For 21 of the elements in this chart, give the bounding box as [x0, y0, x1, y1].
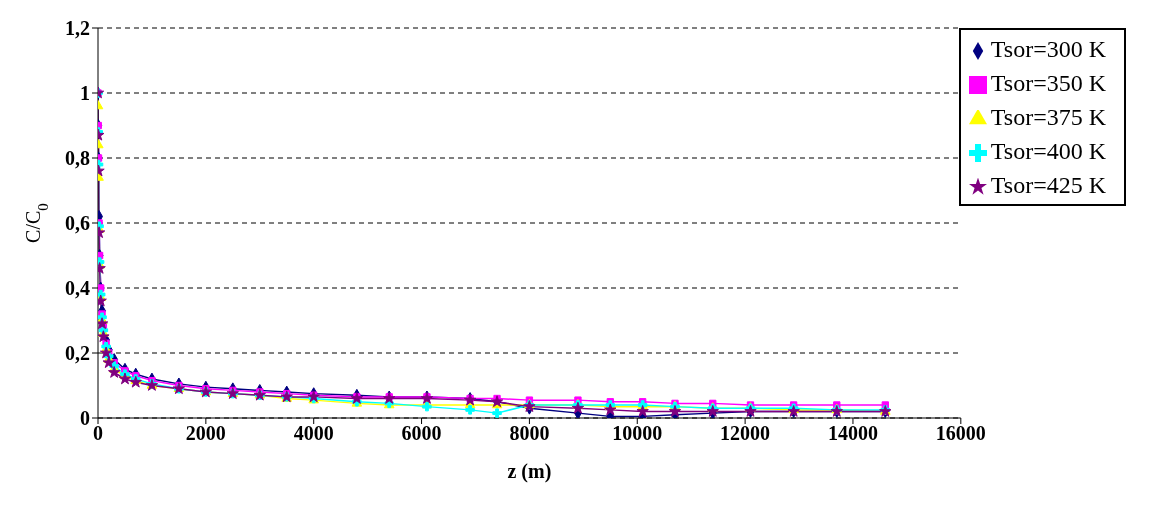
legend-label: Tsor=350 K	[990, 70, 1106, 96]
legend-label: Tsor=400 K	[990, 138, 1106, 164]
y-tick-label: 0,8	[65, 147, 90, 170]
y-tick-label: 1,2	[65, 17, 90, 40]
legend-label: Tsor=375 K	[990, 104, 1106, 130]
legend-label: Tsor=300 K	[990, 36, 1106, 62]
x-tick-label: 16000	[935, 422, 986, 445]
y-tick-label: 1	[80, 82, 90, 105]
y-tick-label: 0,2	[65, 342, 90, 365]
x-tick-label: 12000	[720, 422, 771, 445]
x-tick-label: 8000	[509, 422, 550, 445]
y-tick-label: 0	[80, 407, 90, 430]
legend-label: Tsor=425 K	[990, 172, 1106, 198]
x-tick-label: 2000	[185, 422, 226, 445]
x-tick-label: 10000	[612, 422, 663, 445]
y-tick-label: 0,4	[65, 277, 90, 300]
y-tick-label: 0,6	[65, 212, 90, 235]
x-tick-label: 6000	[401, 422, 442, 445]
x-tick-label: 4000	[293, 422, 334, 445]
x-tick-label: 14000	[827, 422, 878, 445]
x-axis-title: z (m)	[507, 460, 552, 483]
